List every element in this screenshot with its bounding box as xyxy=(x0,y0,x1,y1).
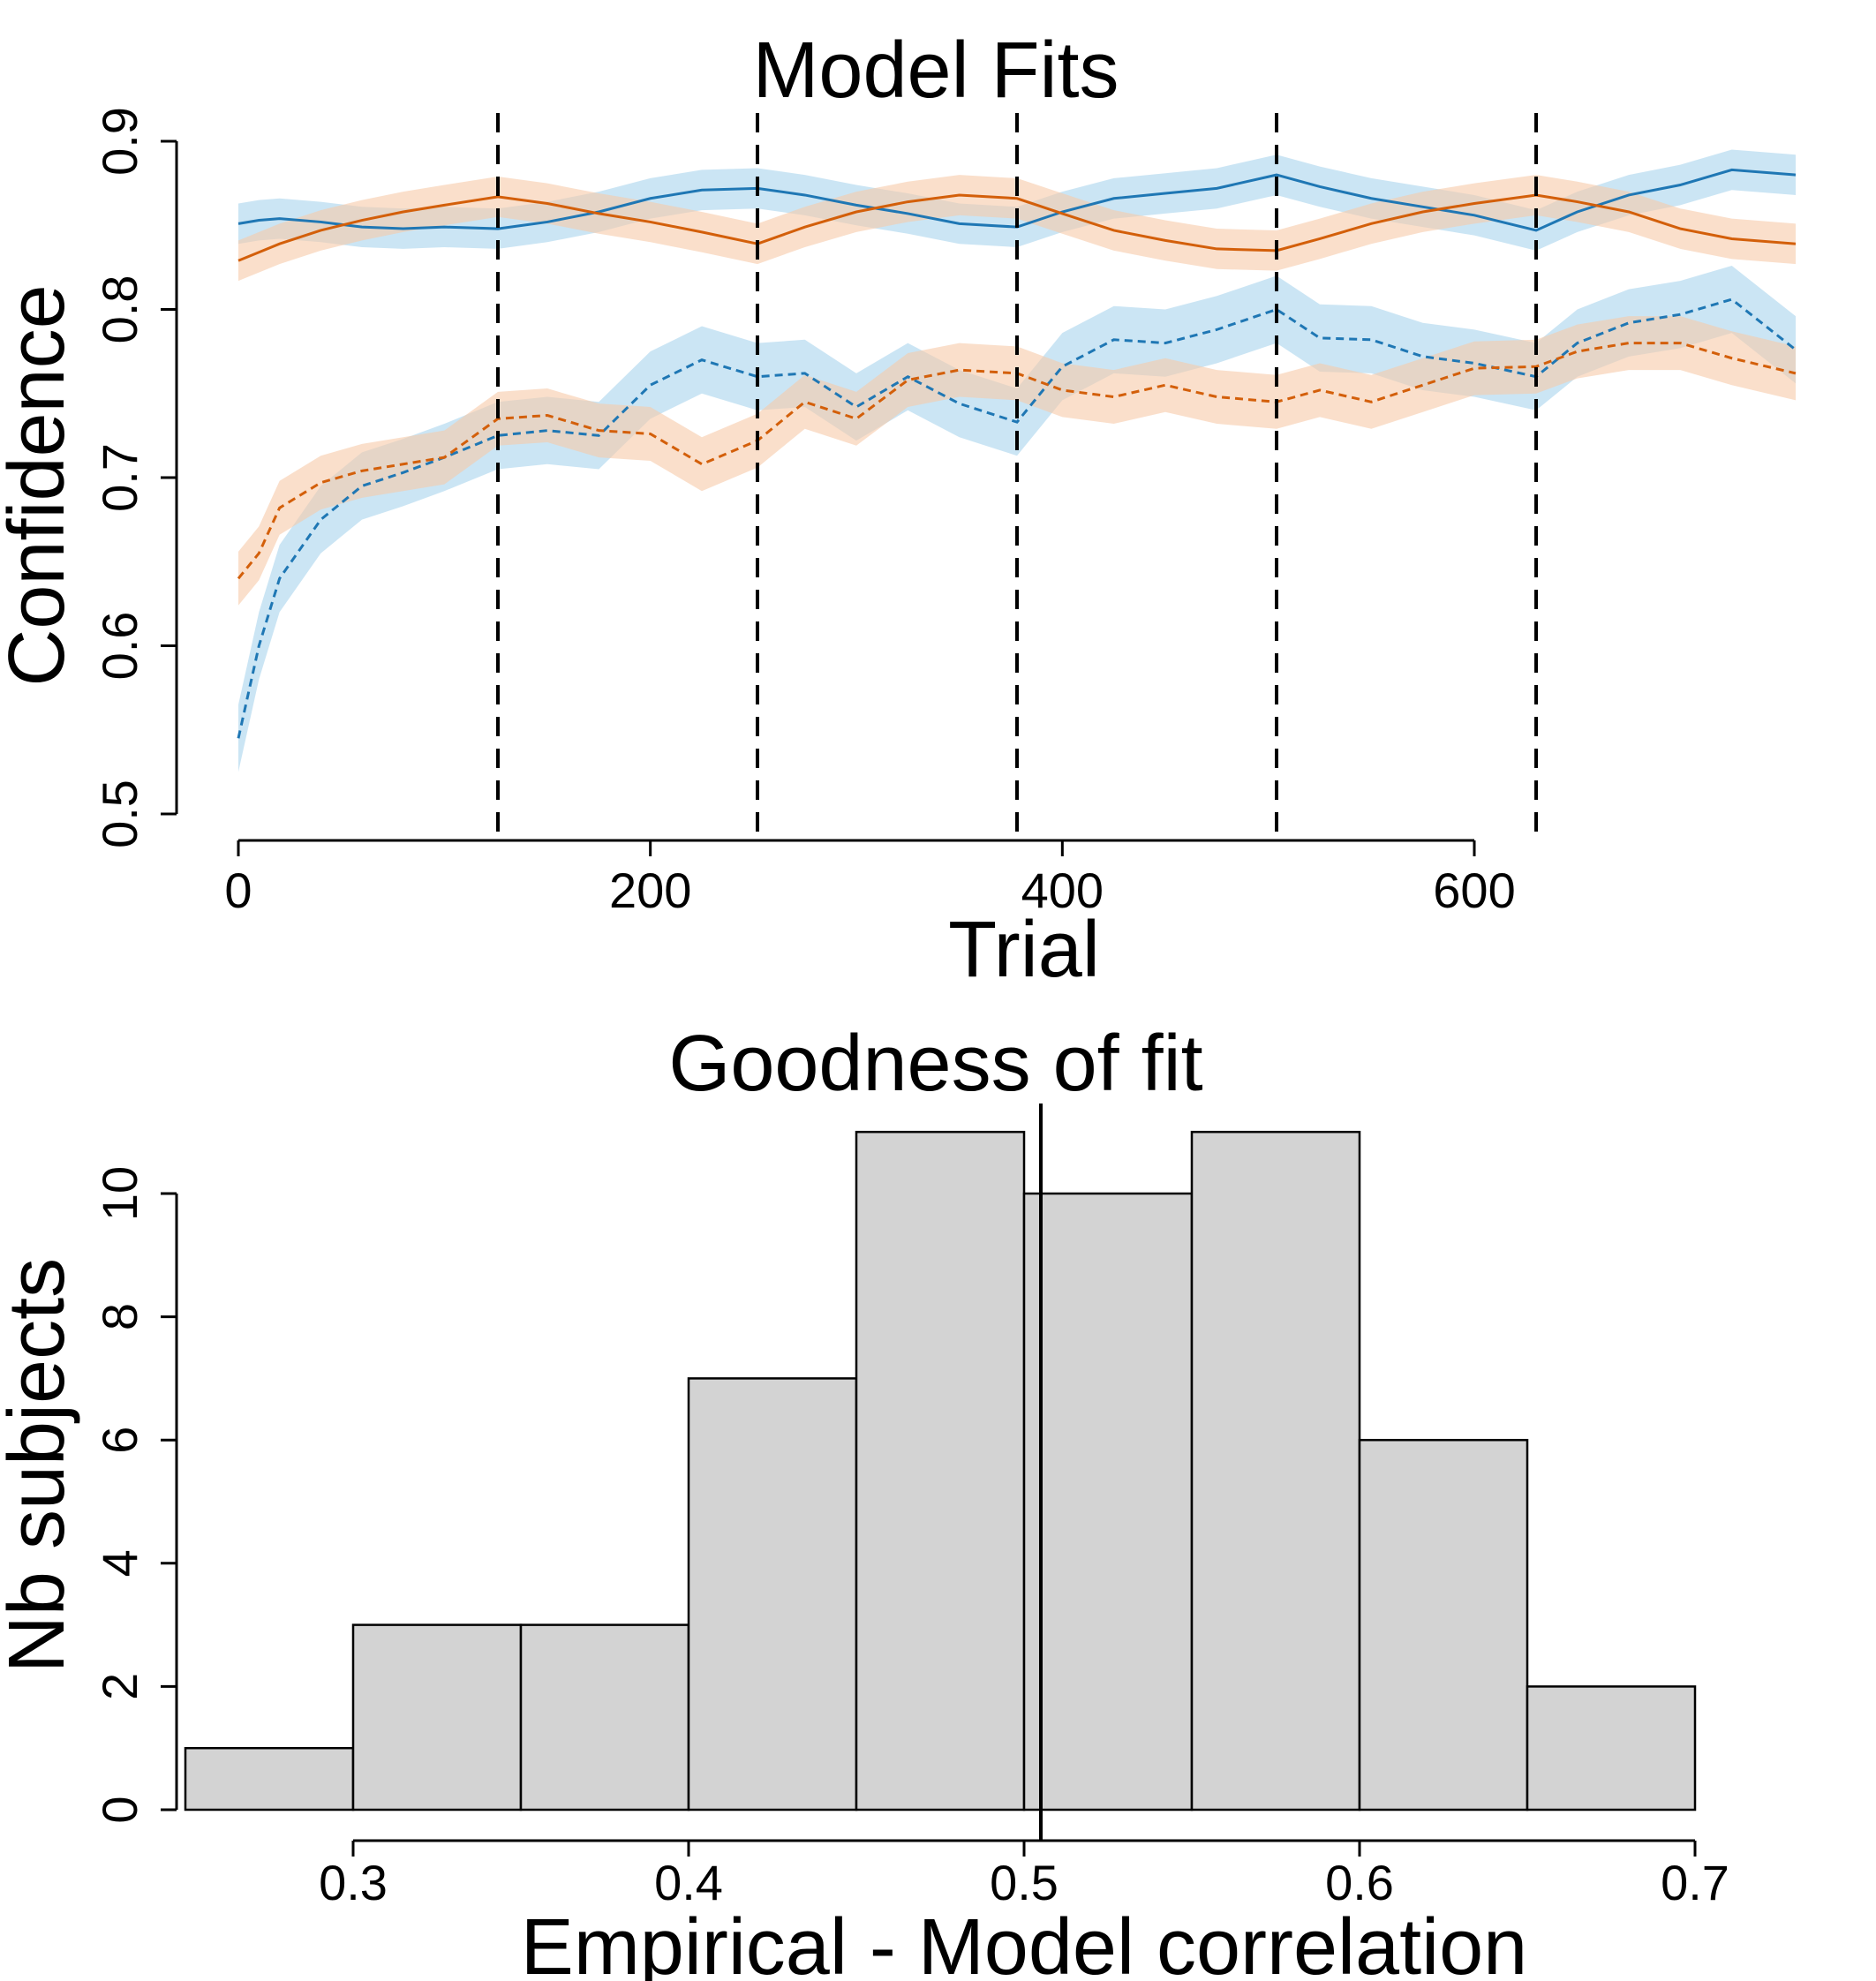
y-tick-label: 0.5 xyxy=(92,780,147,848)
y-axis-label: Confidence xyxy=(0,284,81,686)
histogram-bar xyxy=(184,1746,355,1812)
series-lines xyxy=(237,168,1797,739)
chart-title: Model Fits xyxy=(752,26,1119,115)
x-tick-label: 0.7 xyxy=(1661,1855,1729,1910)
axes: 0 2 4 6 8 10 0.3 0.4 0.5 0.6 0.7 xyxy=(92,1166,1729,1910)
y-tick-label: 8 xyxy=(92,1303,147,1330)
histogram-bar xyxy=(687,1377,858,1812)
histogram-bar xyxy=(1358,1438,1529,1812)
y-tick-label: 0.7 xyxy=(92,443,147,512)
goodness-of-fit-panel: 0 2 4 6 8 10 0.3 0.4 0.5 0.6 0.7 Goodness of fit E… xyxy=(0,1020,1729,1981)
histogram-bar xyxy=(1022,1192,1194,1812)
confidence-band-2 xyxy=(238,265,1796,772)
confidence-band-1 xyxy=(238,175,1796,282)
histogram-bar xyxy=(1190,1130,1361,1812)
series-line-3 xyxy=(237,342,1797,580)
histogram-bar xyxy=(519,1623,690,1812)
series-line-2 xyxy=(237,298,1797,739)
x-axis-label: Empirical - Model correlation xyxy=(521,1903,1527,1981)
histogram-bars xyxy=(184,1130,1697,1812)
x-tick-label: 0.6 xyxy=(1325,1855,1394,1910)
y-tick-label: 0.6 xyxy=(92,612,147,681)
block-boundaries xyxy=(496,113,1538,839)
chart-title: Goodness of fit xyxy=(668,1020,1202,1108)
x-tick-label: 0 xyxy=(224,862,252,918)
model-fits-panel: 0.5 0.6 0.7 0.8 0.9 0 200 400 600 Model Fits Tri… xyxy=(0,26,1797,994)
x-axis-label: Trial xyxy=(948,906,1100,994)
y-tick-label: 0.8 xyxy=(92,275,147,344)
y-tick-label: 10 xyxy=(92,1166,147,1221)
x-tick-label: 0.5 xyxy=(990,1855,1059,1910)
histogram-bar xyxy=(1526,1685,1697,1812)
histogram-bar xyxy=(855,1130,1026,1812)
confidence-bands xyxy=(238,149,1796,772)
y-tick-label: 0.9 xyxy=(92,107,147,176)
x-tick-label: 0.4 xyxy=(654,1855,723,1910)
x-tick-label: 600 xyxy=(1433,862,1515,918)
y-tick-label: 2 xyxy=(92,1673,147,1700)
axes: 0.5 0.6 0.7 0.8 0.9 0 200 400 600 xyxy=(92,107,1516,918)
x-tick-label: 400 xyxy=(1021,862,1104,918)
y-tick-label: 6 xyxy=(92,1427,147,1454)
y-axis-label: Nb subjects xyxy=(0,1258,81,1673)
x-tick-label: 0.3 xyxy=(319,1855,388,1910)
y-tick-label: 4 xyxy=(92,1549,147,1577)
histogram-bar xyxy=(351,1623,523,1812)
y-tick-label: 0 xyxy=(92,1796,147,1823)
x-tick-label: 200 xyxy=(609,862,691,918)
confidence-band-3 xyxy=(238,316,1796,606)
